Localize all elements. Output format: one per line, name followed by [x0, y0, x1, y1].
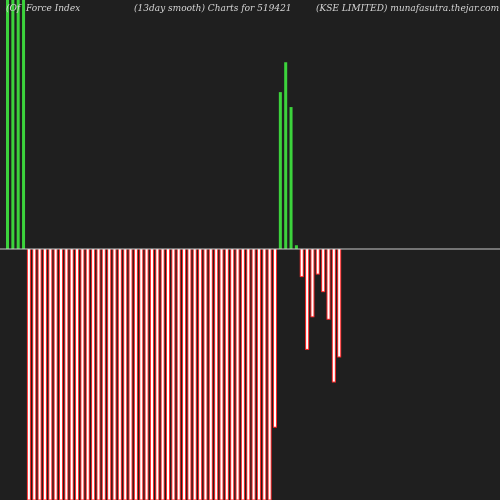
force-index-bar — [284, 62, 288, 249]
force-index-bar — [139, 248, 144, 500]
force-index-bar — [37, 248, 42, 500]
force-index-bar — [171, 248, 176, 500]
force-index-bar — [208, 248, 213, 500]
force-index-bar — [144, 248, 149, 500]
force-index-bar — [133, 248, 138, 500]
force-index-bar — [107, 248, 112, 500]
header-left-title: Force Index — [25, 4, 80, 14]
force-index-bar — [235, 248, 240, 500]
force-index-bar — [112, 248, 117, 500]
force-index-bar — [267, 248, 272, 500]
force-index-bar — [11, 0, 15, 249]
force-index-bar — [64, 248, 69, 500]
force-index-bar — [155, 248, 160, 500]
force-index-bar — [59, 248, 63, 500]
force-index-bar — [251, 248, 256, 500]
force-index-bar — [101, 248, 106, 500]
force-index-bar — [32, 248, 37, 500]
force-index-bar — [219, 248, 224, 500]
force-index-bar — [149, 248, 154, 500]
force-index-bar — [240, 248, 245, 500]
force-index-bar — [6, 0, 9, 249]
force-index-bar — [22, 0, 26, 249]
force-index-bar — [48, 248, 53, 500]
force-index-bar — [91, 248, 96, 500]
force-index-bar — [256, 248, 261, 500]
force-index-bar — [198, 248, 203, 500]
force-index-bar — [80, 248, 85, 500]
force-index-bar — [224, 248, 229, 500]
force-index-bar — [128, 248, 133, 500]
force-index-bar — [315, 248, 320, 275]
force-index-bar — [26, 248, 31, 500]
force-index-bar — [192, 248, 197, 500]
header-center-title: (13day smooth) Charts for 519421 — [134, 3, 292, 14]
force-index-bar — [278, 92, 282, 249]
force-index-bar — [337, 248, 342, 358]
force-index-bar — [53, 248, 58, 500]
force-index-bar — [299, 248, 304, 278]
force-index-bar — [69, 248, 74, 500]
force-index-bar — [75, 248, 80, 500]
force-index-bar — [230, 248, 235, 500]
force-index-bar — [117, 248, 122, 500]
force-index-bar — [305, 248, 310, 350]
force-index-bar — [203, 248, 208, 500]
header-right-title: (KSE LIMITED) munafasutra.thejar.com — [316, 3, 499, 14]
force-index-bar — [326, 248, 331, 320]
force-index-bar — [331, 248, 336, 383]
force-index-bar — [166, 248, 170, 500]
force-index-bar — [262, 248, 267, 500]
force-index-bar — [214, 248, 219, 500]
force-index-bar — [85, 248, 90, 500]
force-index-bar — [182, 248, 187, 500]
force-index-bar — [16, 0, 20, 249]
force-index-bar — [96, 248, 101, 500]
force-index-bar — [310, 248, 315, 318]
force-index-bar — [246, 248, 251, 500]
force-index-bar — [42, 248, 47, 500]
force-index-bar — [321, 248, 326, 293]
force-index-bar — [187, 248, 192, 500]
force-index-bar — [273, 248, 277, 428]
force-index-bar — [289, 107, 293, 249]
force-index-bar — [176, 248, 181, 500]
force-index-bar — [294, 245, 298, 249]
header-left-prefix: (Of — [6, 3, 22, 14]
force-index-bar — [160, 248, 165, 500]
force-index-bar — [123, 248, 128, 500]
